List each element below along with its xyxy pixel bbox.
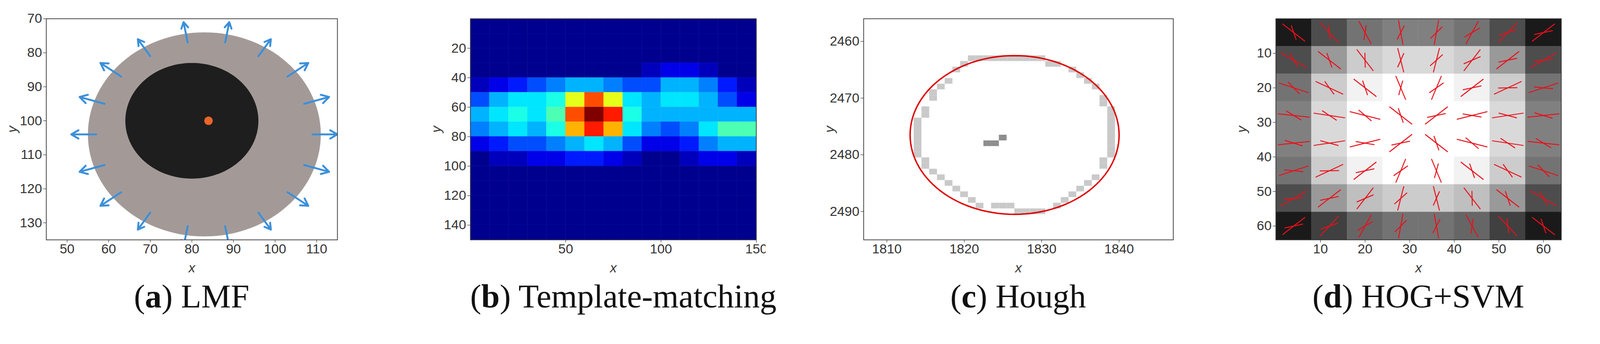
svg-text:150: 150	[745, 241, 766, 257]
svg-text:140: 140	[444, 217, 467, 233]
svg-text:1830: 1830	[1026, 241, 1057, 257]
svg-text:100: 100	[19, 113, 43, 129]
svg-text:90: 90	[27, 79, 42, 95]
svg-text:50: 50	[59, 241, 75, 257]
html-text:(d) HOG+SVM: (d) HOG+SVM	[1312, 278, 1525, 315]
svg-text:80: 80	[184, 241, 199, 257]
svg-text:x: x	[609, 260, 618, 276]
svg-text:40: 40	[451, 70, 466, 86]
svg-text:y: y	[1234, 125, 1250, 134]
svg-text:1810: 1810	[871, 241, 902, 257]
svg-text:60: 60	[1535, 241, 1551, 257]
svg-text:2460: 2460	[829, 33, 860, 49]
svg-text:120: 120	[19, 181, 43, 197]
svg-text:100: 100	[264, 241, 287, 257]
svg-text:60: 60	[101, 241, 116, 257]
svg-text:110: 110	[20, 147, 43, 162]
svg-text:90: 90	[226, 241, 241, 257]
svg-text:40: 40	[1447, 241, 1462, 257]
svg-text:x: x	[1414, 260, 1423, 276]
svg-text:2490: 2490	[829, 204, 860, 219]
svg-text:y: y	[822, 125, 837, 134]
svg-text:2470: 2470	[829, 90, 860, 106]
html-text:(a) LMF: (a) LMF	[133, 278, 250, 315]
svg-text:x: x	[187, 260, 196, 276]
svg-text:2480: 2480	[829, 147, 860, 162]
svg-text:20: 20	[1256, 80, 1272, 95]
svg-text:130: 130	[19, 215, 43, 231]
svg-text:10: 10	[1256, 45, 1272, 61]
svg-text:80: 80	[451, 129, 466, 144]
svg-text:120: 120	[444, 188, 467, 203]
svg-text:1820: 1820	[949, 241, 979, 257]
svg-text:50: 50	[558, 241, 574, 257]
svg-text:1840: 1840	[1104, 241, 1134, 257]
html-text:(b) Template-matching: (b) Template-matching	[470, 278, 777, 315]
svg-text:x: x	[1014, 260, 1023, 276]
svg-text:20: 20	[1357, 241, 1373, 257]
svg-text:60: 60	[1256, 218, 1272, 234]
svg-text:50: 50	[1256, 184, 1272, 199]
svg-text:20: 20	[451, 40, 466, 56]
svg-text:30: 30	[1402, 241, 1418, 257]
svg-text:60: 60	[451, 99, 466, 115]
svg-text:y: y	[4, 125, 20, 134]
svg-text:110: 110	[305, 241, 328, 257]
svg-text:70: 70	[142, 241, 158, 257]
svg-text:y: y	[428, 125, 444, 134]
svg-text:70: 70	[27, 10, 42, 26]
html-text:(c) Hough: (c) Hough	[950, 278, 1087, 315]
svg-text:100: 100	[444, 158, 467, 174]
svg-text:40: 40	[1256, 149, 1272, 165]
svg-text:100: 100	[649, 241, 673, 257]
svg-text:80: 80	[27, 45, 42, 60]
svg-text:50: 50	[1491, 241, 1506, 257]
svg-text:10: 10	[1313, 241, 1328, 257]
svg-text:30: 30	[1256, 114, 1272, 130]
